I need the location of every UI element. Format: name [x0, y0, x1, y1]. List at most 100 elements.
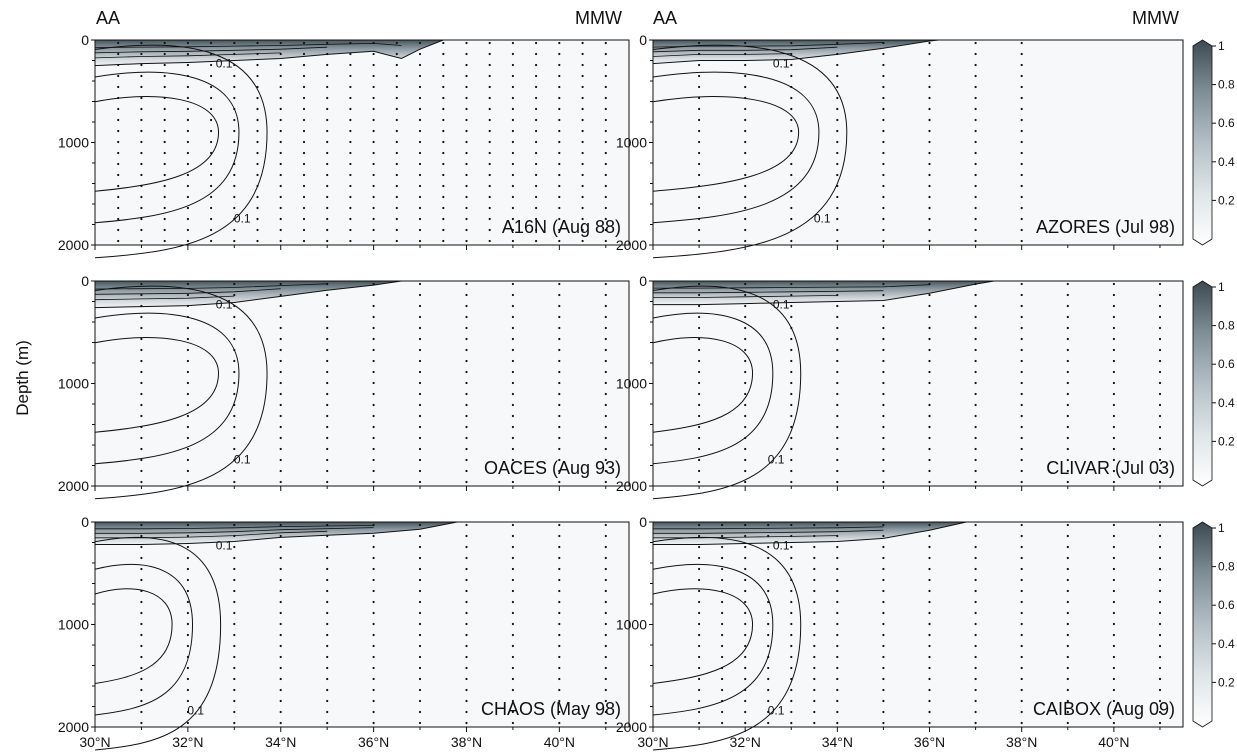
- sample-point: [302, 151, 306, 155]
- sample-point: [186, 458, 189, 462]
- sample-point: [1020, 633, 1023, 637]
- sample-point: [279, 403, 282, 407]
- sample-point: [790, 41, 793, 45]
- sample-point: [418, 556, 422, 560]
- sample-point: [744, 206, 747, 210]
- sample-point: [256, 63, 259, 67]
- sample-point: [974, 425, 977, 429]
- sample-point: [535, 184, 538, 188]
- sample-point: [140, 425, 143, 429]
- sample-point: [465, 458, 468, 462]
- sample-point: [488, 151, 491, 155]
- sample-point: [558, 436, 561, 440]
- sample-point: [581, 162, 584, 166]
- sample-point: [326, 458, 329, 462]
- sample-point: [836, 41, 839, 45]
- sample-point: [790, 217, 793, 221]
- sample-point: [790, 710, 793, 714]
- sample-point: [233, 469, 236, 473]
- sample-point: [721, 589, 724, 593]
- sample-point: [928, 677, 931, 681]
- sample-point: [465, 118, 468, 122]
- sample-point: [418, 129, 422, 133]
- sample-point: [465, 447, 468, 451]
- sample-point: [465, 96, 468, 100]
- sample-point: [698, 578, 701, 582]
- sample-point: [140, 326, 143, 330]
- sample-point: [836, 480, 839, 484]
- sample-point: [511, 392, 514, 396]
- sample-point: [372, 721, 375, 725]
- sample-point: [186, 589, 189, 593]
- surface-contour: [652, 53, 792, 57]
- sample-point: [279, 195, 282, 199]
- sample-point: [721, 633, 724, 637]
- surface-contour: [94, 46, 328, 54]
- sample-point: [698, 239, 701, 243]
- sample-point: [558, 425, 561, 429]
- sample-point: [767, 699, 770, 703]
- sample-point: [836, 622, 839, 626]
- sample-point: [767, 644, 770, 648]
- sample-point: [233, 644, 236, 648]
- sample-point: [928, 425, 931, 429]
- sample-point: [882, 655, 885, 659]
- sample-point: [698, 282, 701, 286]
- sample-point: [511, 228, 514, 232]
- sample-point: [140, 85, 143, 89]
- sample-point: [117, 63, 120, 67]
- sample-point: [418, 85, 422, 89]
- sample-point: [279, 534, 282, 538]
- sample-point: [488, 228, 491, 232]
- sample-point: [604, 151, 607, 155]
- sample-point: [418, 107, 422, 111]
- sample-point: [744, 447, 747, 451]
- sample-point: [163, 140, 166, 144]
- sample-point: [395, 162, 398, 166]
- sample-point: [535, 96, 538, 100]
- sample-point: [698, 633, 701, 637]
- sample-point: [418, 447, 422, 451]
- sample-point: [974, 655, 977, 659]
- sample-point: [372, 326, 375, 330]
- sample-point: [744, 162, 747, 166]
- sample-point: [928, 315, 931, 319]
- sample-point: [372, 348, 375, 352]
- sample-point: [535, 140, 538, 144]
- sample-point: [882, 589, 885, 593]
- colorbar-tick-label: 0.2: [1218, 193, 1235, 207]
- surface-contour: [653, 290, 884, 294]
- sample-point: [744, 710, 747, 714]
- sample-point: [558, 326, 561, 330]
- sample-point: [558, 655, 561, 659]
- sample-point: [928, 282, 931, 286]
- sample-point: [813, 611, 816, 615]
- sample-point: [882, 677, 885, 681]
- sample-point: [581, 74, 584, 78]
- sample-point: [488, 206, 491, 210]
- sample-point: [882, 425, 885, 429]
- sample-point: [233, 381, 236, 385]
- sample-point: [372, 523, 375, 527]
- sample-point: [186, 710, 189, 714]
- sample-point: [186, 545, 189, 549]
- sample-point: [488, 173, 491, 177]
- sample-point: [186, 633, 189, 637]
- sample-point: [488, 239, 491, 243]
- sample-point: [326, 721, 329, 725]
- sample-point: [186, 74, 189, 78]
- sample-point: [140, 688, 143, 692]
- sample-point: [418, 655, 422, 659]
- sample-point: [210, 96, 213, 100]
- sample-point: [882, 534, 885, 538]
- sample-point: [1020, 74, 1023, 78]
- sample-point: [604, 370, 607, 374]
- sample-point: [1020, 545, 1023, 549]
- sample-point: [974, 217, 977, 221]
- sample-point: [882, 710, 885, 714]
- sample-point: [974, 228, 977, 232]
- sample-point: [418, 206, 422, 210]
- sample-point: [418, 644, 422, 648]
- sample-point: [326, 337, 329, 341]
